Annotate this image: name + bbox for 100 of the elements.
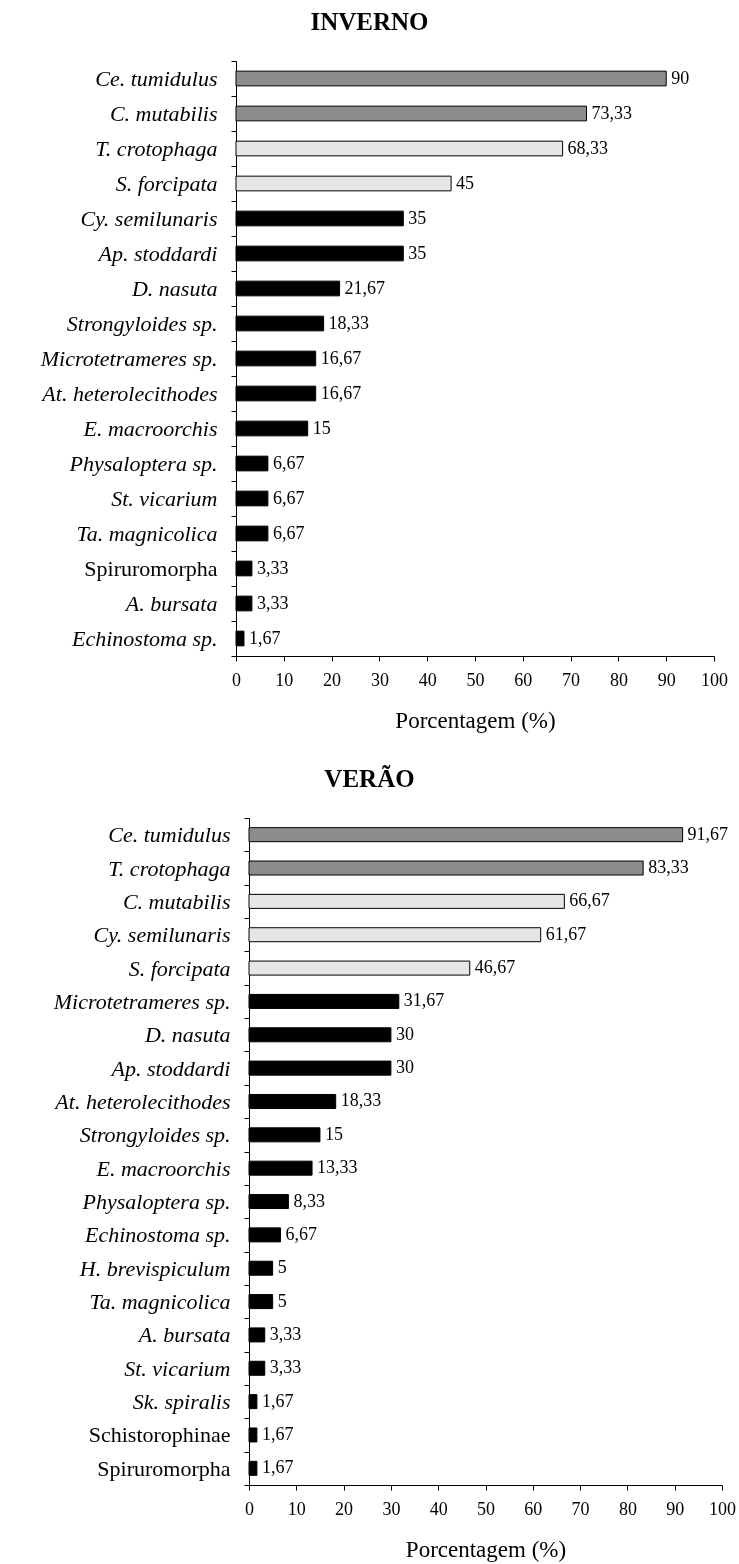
y-tick-label: Schistorophinae [88,1422,231,1448]
y-tick-label: Sk. spiralis [132,1389,231,1415]
data-label: 18,33 [328,312,370,333]
y-tick-label: Ta. magnicolica [89,1289,231,1315]
y-tick-label: Physaloptera sp. [68,451,218,476]
y-tick-label: Strongyloides sp. [79,1122,231,1148]
y-tick-label: At. heterolecithodes [53,1088,231,1114]
y-tick-label: Ap. stoddardi [96,241,218,266]
x-tick-label: 40 [418,669,437,690]
data-label: 91,67 [687,823,729,844]
data-label: 5 [277,1257,287,1278]
data-label: 45 [456,172,475,193]
data-label: 1,67 [248,627,281,648]
data-label: 30 [395,1023,414,1044]
data-label: 5 [277,1290,287,1311]
data-label: 61,67 [545,923,587,944]
y-tick-label: Spiruromorpha [97,1455,231,1481]
data-label: 3,33 [269,1357,302,1378]
data-label: 16,67 [320,382,362,403]
y-tick-label: Echinostoma sp. [71,626,218,651]
x-tick-label: 60 [524,1498,543,1519]
data-label: 66,67 [569,890,610,911]
x-tick-label: 70 [562,669,581,690]
y-tick-label: S. forcipata [128,955,231,981]
y-tick-label: C. mutabilis [109,101,218,126]
y-tick-label: St. vicarium [111,486,218,511]
x-tick-label: 50 [477,1498,495,1519]
data-label: 3,33 [256,592,289,613]
data-label: 6,67 [272,522,305,543]
x-tick-label: 70 [571,1498,590,1519]
x-tick-label: 30 [370,669,389,690]
y-tick-label: A. bursata [136,1322,231,1348]
x-tick-label: 60 [514,669,533,690]
x-axis-title: Porcentagem (%) [405,1536,567,1562]
y-tick-label: At. heterolecithodes [40,381,218,406]
x-tick-label: 80 [618,1498,637,1519]
data-label: 3,33 [256,557,289,578]
x-tick-label: 90 [657,669,676,690]
data-label: 6,67 [272,487,305,508]
x-tick-label: 30 [382,1498,401,1519]
x-tick-label: 90 [666,1498,685,1519]
data-label: 90 [671,67,690,88]
y-tick-label: Ce. tumidulus [95,66,218,91]
y-tick-label: D. nasuta [130,276,218,301]
y-tick-label: C. mutabilis [122,888,231,914]
x-tick-label: 20 [323,669,342,690]
data-label: 73,33 [591,102,633,123]
x-tick-label: 100 [709,1498,736,1519]
y-tick-label: E. macroorchis [95,1155,231,1181]
y-tick-label: Ta. magnicolica [76,521,218,546]
data-label: 15 [324,1123,343,1144]
data-label: 68,33 [567,137,609,158]
y-tick-label: H. brevispiculum [78,1255,231,1281]
data-label: 1,67 [261,1390,294,1411]
y-tick-label: Physaloptera sp. [81,1189,231,1215]
data-label: 8,33 [293,1190,325,1211]
data-label: 35 [408,207,427,228]
data-label: 3,33 [269,1323,302,1344]
y-tick-label: Microtetrameres sp. [52,988,231,1014]
x-tick-label: 100 [701,669,728,690]
chart-title: INVERNO [310,8,429,35]
data-label: 18,33 [340,1090,382,1111]
x-tick-label: 40 [429,1498,448,1519]
y-tick-label: T. crotophaga [95,136,218,161]
chart-title: VERÃO [324,765,415,792]
y-tick-label: Cy. semilunaris [80,206,218,231]
y-tick-label: Ap. stoddardi [109,1055,231,1081]
x-tick-label: 20 [335,1498,354,1519]
x-tick-label: 0 [232,669,241,690]
data-label: 15 [312,417,331,438]
x-tick-label: 10 [275,669,294,690]
y-tick-label: D. nasuta [143,1022,231,1048]
x-axis-title: Porcentagem (%) [395,707,556,733]
data-label: 1,67 [261,1457,294,1478]
y-tick-label: Spiruromorpha [84,556,218,581]
x-tick-label: 0 [245,1498,254,1519]
y-tick-label: Cy. semilunaris [93,922,231,948]
y-tick-label: A. bursata [123,591,218,616]
data-label: 21,67 [344,277,386,298]
data-label: 16,67 [320,347,362,368]
y-tick-label: Ce. tumidulus [108,822,231,848]
x-tick-label: 10 [287,1498,306,1519]
y-tick-label: Microtetrameres sp. [39,346,218,371]
data-label: 6,67 [272,452,305,473]
data-label: 1,67 [261,1423,294,1444]
data-label: 46,67 [474,957,516,978]
data-label: 13,33 [317,1157,358,1178]
data-label: 6,67 [285,1223,318,1244]
y-tick-label: S. forcipata [115,171,218,196]
y-tick-label: T. crotophaga [108,855,231,881]
data-label: 83,33 [648,857,689,878]
x-tick-label: 80 [609,669,628,690]
x-tick-label: 50 [466,669,485,690]
data-label: 31,67 [403,990,445,1011]
data-label: 30 [395,1057,414,1078]
y-tick-label: E. macroorchis [82,416,218,441]
y-tick-label: Strongyloides sp. [66,311,218,336]
y-tick-label: St. vicarium [124,1355,231,1381]
y-tick-label: Echinostoma sp. [84,1222,231,1248]
data-label: 35 [408,242,427,263]
